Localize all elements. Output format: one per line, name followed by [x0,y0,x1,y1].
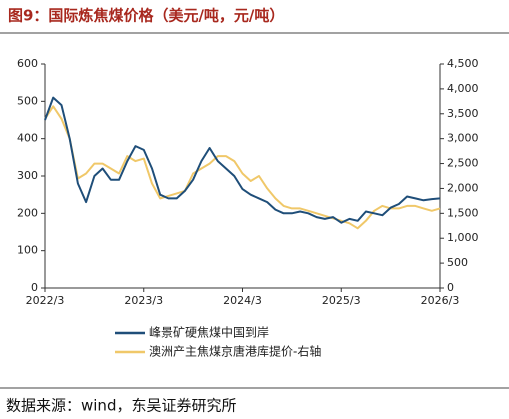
y2-tick-label: 500 [447,256,468,269]
y2-tick-label: 2,000 [447,181,479,194]
x-tick-label: 2023/3 [124,294,163,307]
y2-tick-label: 3,500 [447,107,479,120]
source: 数据来源：wind，东吴证券研究所 [6,397,236,415]
y-tick-label: 0 [31,281,38,294]
y-tick-label: 400 [17,132,38,145]
y2-tick-label: 2,500 [447,157,479,170]
x-tick-label: 2026/3 [421,294,460,307]
y-tick-label: 300 [17,169,38,182]
y2-tick-label: 4,000 [447,82,479,95]
y2-tick-label: 4,500 [447,57,479,70]
series-line [44,105,441,230]
x-tick-label: 2025/3 [322,294,361,307]
legend-label: 峰景矿硬焦煤中国到岸 [149,325,269,340]
y2-tick-label: 1,500 [447,206,479,219]
chart-title: 图9：国际炼焦煤价格（美元/吨，元/吨） [8,7,284,25]
y2-tick-label: 1,000 [447,231,479,244]
y-tick-label: 500 [17,94,38,107]
x-tick-label: 2022/3 [26,294,65,307]
y-tick-label: 200 [17,206,38,219]
series-line [44,96,441,224]
y2-tick-label: 3,000 [447,132,479,145]
legend-label: 澳洲产主焦煤京唐港库提价-右轴 [149,344,321,359]
y2-tick-label: 0 [447,281,454,294]
y-tick-label: 600 [17,57,38,70]
y-tick-label: 100 [17,244,38,257]
x-tick-label: 2024/3 [223,294,262,307]
